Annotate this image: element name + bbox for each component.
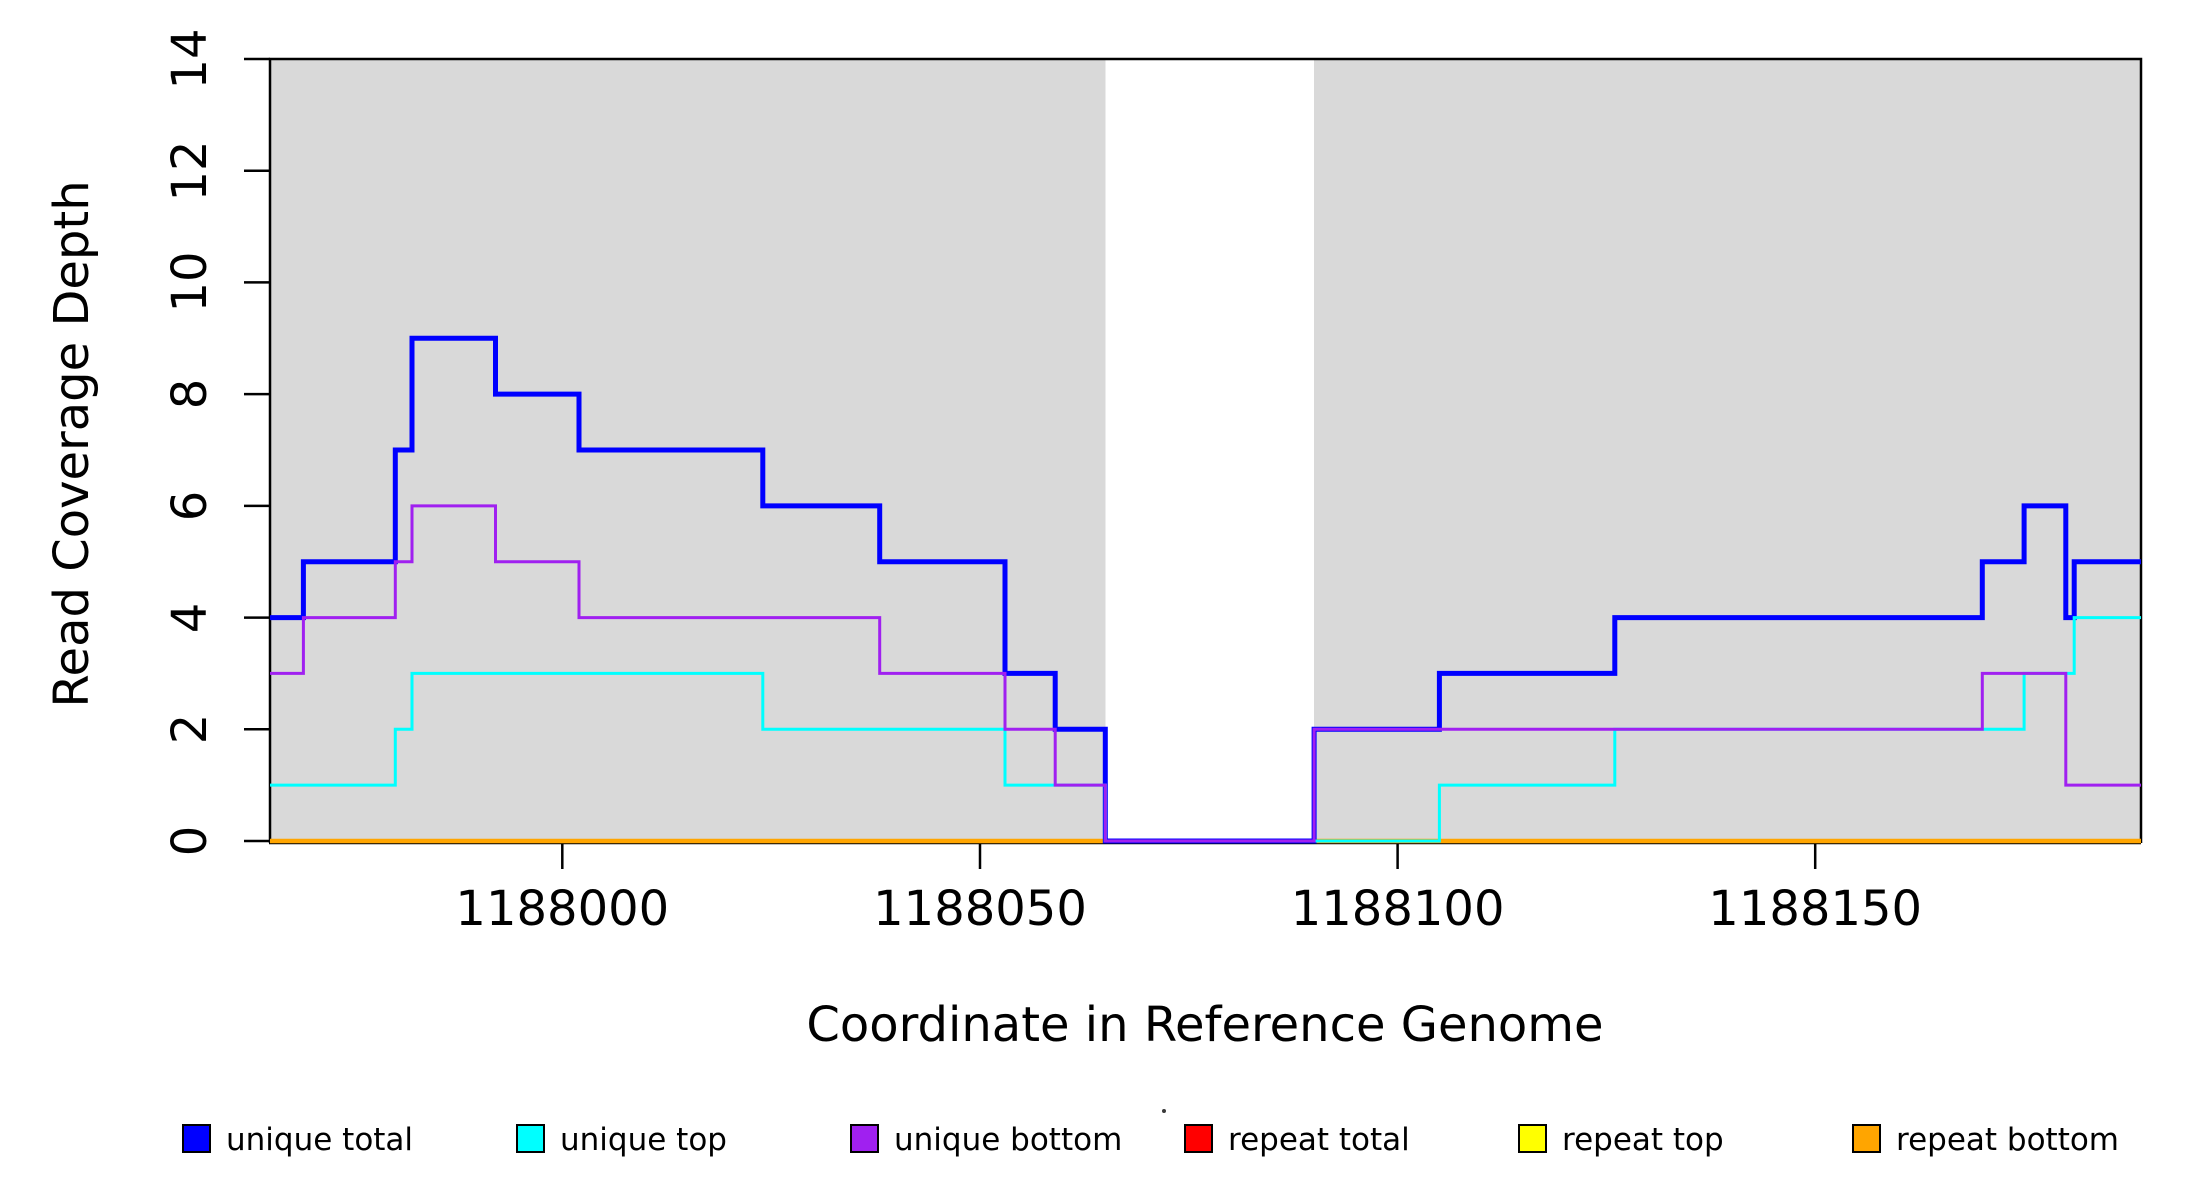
x-tick-label: 1188000 [455, 881, 670, 937]
legend-swatch-icon [850, 1124, 879, 1153]
legend-label: unique bottom [894, 1122, 1123, 1158]
stray-dot [1162, 1109, 1166, 1113]
series-unique-total [270, 335, 2141, 844]
legend-label: unique top [560, 1122, 727, 1158]
y-tick-label: 10 [162, 251, 218, 313]
legend-label: repeat total [1228, 1122, 1410, 1158]
y-tick-label: 0 [162, 825, 218, 857]
legend-label: repeat bottom [1896, 1122, 2120, 1158]
series-unique-bottom [270, 504, 2141, 843]
y-tick-label: 12 [162, 140, 218, 202]
legend-label: unique total [226, 1122, 414, 1158]
x-axis-title: Coordinate in Reference Genome [806, 997, 1604, 1053]
plot-box [268, 57, 2143, 843]
y-tick-label: 8 [162, 378, 218, 410]
legend-swatch-icon [1852, 1124, 1881, 1153]
legend-swatch-icon [1184, 1124, 1213, 1153]
y-tick-label: 14 [162, 28, 218, 90]
x-tick-label: 1188100 [1290, 881, 1505, 937]
legend-swatch-icon [516, 1124, 545, 1153]
y-tick-label: 2 [162, 714, 218, 745]
x-tick-label: 1188050 [873, 881, 1087, 937]
y-tick-label: 6 [162, 490, 218, 522]
legend-swatch-icon [182, 1124, 211, 1153]
legend-swatch-icon [1518, 1124, 1547, 1153]
y-axis-title: Read Coverage Depth [44, 180, 100, 708]
legend-label: repeat top [1562, 1122, 1724, 1158]
aligned-region-shading [1314, 59, 2141, 842]
x-tick-label: 1188150 [1708, 881, 1923, 937]
y-tick-label: 4 [162, 602, 218, 633]
